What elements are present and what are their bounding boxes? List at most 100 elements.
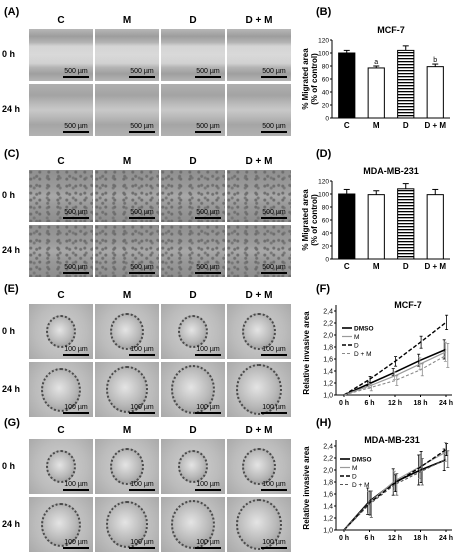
y-tick-label: 1,6 <box>323 357 333 364</box>
x-tick-label: M <box>373 262 380 271</box>
x-tick-label: 6 h <box>364 400 374 407</box>
micrograph-image: 100 µm <box>95 304 159 359</box>
scale-bar-line <box>261 354 287 356</box>
series-line <box>343 458 447 531</box>
row-label: 0 h <box>2 325 16 336</box>
micrograph-image: 500 µm <box>161 84 225 136</box>
scale-bar: 100 µm <box>195 481 221 491</box>
x-tick-label: 6 h <box>364 535 374 542</box>
scale-bar: 100 µm <box>195 404 221 414</box>
chart-title: MCF-7 <box>377 25 405 35</box>
scale-bar-label: 500 µm <box>196 264 220 271</box>
row-label: 0 h <box>2 460 16 471</box>
scale-bar-line <box>63 272 89 274</box>
y-tick-label: 1,2 <box>323 381 333 388</box>
scale-bar-line <box>129 217 155 219</box>
scale-bar: 500 µm <box>195 209 221 219</box>
invasion-line-chart-mda: MDA-MB-231 1,0 1,2 1,4 1,6 1,8 2,0 2,2 2,4 0 h 6 h… <box>302 435 453 542</box>
spheroid-shape <box>41 367 81 412</box>
scale-bar: 500 µm <box>129 264 155 274</box>
scale-bar-line <box>129 272 155 274</box>
micrograph-image: 500 µm <box>95 225 159 277</box>
scale-bar: 100 µm <box>63 346 89 356</box>
scale-bar-label: 100 µm <box>64 404 88 411</box>
spheroid-shape <box>46 450 76 483</box>
scale-bar-label: 500 µm <box>130 209 154 216</box>
y-tick-label: 2,4 <box>323 309 333 316</box>
legend-label: M <box>352 465 357 472</box>
scale-bar: 100 µm <box>63 404 89 414</box>
scale-bar: 100 µm <box>261 404 287 414</box>
panel-label-b: (B) <box>316 6 332 18</box>
micrograph-image: 100 µm <box>227 497 291 552</box>
micrograph-image: 100 µm <box>161 439 225 494</box>
micrograph-image: 100 µm <box>29 439 93 494</box>
y-tick-label: 40 <box>322 231 330 238</box>
y-tick-label: 1,6 <box>323 492 333 499</box>
y-axis-label-line: (% of control) <box>310 194 319 246</box>
scale-bar-label: 100 µm <box>196 404 220 411</box>
scale-bar-line <box>63 217 89 219</box>
scale-bar: 500 µm <box>195 123 221 133</box>
spheroid-shape <box>242 312 276 351</box>
column-label: D <box>189 15 197 26</box>
row-label: 0 h <box>2 190 16 200</box>
scale-bar-label: 500 µm <box>64 123 88 130</box>
micrograph-image: 500 µm <box>161 170 225 222</box>
scale-bar: 500 µm <box>261 68 287 78</box>
scale-bar: 500 µm <box>129 123 155 133</box>
chart-title: MDA-MB-231 <box>364 435 420 445</box>
chart-title: MDA-MB-231 <box>363 166 419 176</box>
x-tick-label: C <box>344 262 350 271</box>
bar <box>367 67 385 119</box>
scale-bar: 500 µm <box>63 209 89 219</box>
column-label: C <box>57 290 65 301</box>
x-tick-label: D + M <box>424 121 446 130</box>
row-label: 24 h <box>2 518 21 529</box>
y-axis-label-line: (% of control) <box>310 53 319 105</box>
scale-bar-line <box>63 354 89 356</box>
spheroid-shape <box>178 450 208 483</box>
series-line <box>343 449 447 531</box>
scale-bar-label: 500 µm <box>196 209 220 216</box>
scale-bar: 100 µm <box>129 539 155 549</box>
bar <box>397 49 415 119</box>
legend-label: D + M <box>354 351 372 358</box>
micrograph-image: 100 µm <box>227 439 291 494</box>
scale-bar-label: 500 µm <box>262 123 286 130</box>
scale-bar: 100 µm <box>261 539 287 549</box>
scale-bar: 500 µm <box>261 264 287 274</box>
scale-bar-line <box>63 412 89 414</box>
micrograph-image: 500 µm <box>161 29 225 81</box>
scale-bar-label: 100 µm <box>130 539 154 546</box>
column-label: D + M <box>245 15 273 26</box>
column-label: M <box>122 156 132 167</box>
scale-bar-line <box>195 76 221 78</box>
y-axis-label: Relative invasive area <box>302 446 311 530</box>
legend-label: M <box>354 334 359 341</box>
bar <box>397 188 415 260</box>
series-line <box>343 354 447 396</box>
scale-bar-line <box>195 272 221 274</box>
scale-bar-label: 100 µm <box>196 346 220 353</box>
scale-bar-line <box>195 217 221 219</box>
micrograph-image: 500 µm <box>29 29 93 81</box>
y-tick-label: 2,4 <box>323 444 333 451</box>
scale-bar-line <box>63 547 89 549</box>
spheroid-shape <box>46 315 76 348</box>
y-axis-label-line: % Migrated area <box>301 48 310 110</box>
spheroid-shape <box>236 364 282 415</box>
scale-bar-label: 500 µm <box>196 68 220 75</box>
scale-bar-label: 100 µm <box>64 539 88 546</box>
column-label: M <box>122 425 132 436</box>
bar <box>338 193 356 260</box>
scale-bar-label: 500 µm <box>262 264 286 271</box>
bar <box>426 66 444 119</box>
micrograph-image: 500 µm <box>29 225 93 277</box>
y-axis-label: % Migrated area(% of control) <box>301 189 319 251</box>
spheroid-shape <box>41 502 81 547</box>
scale-bar: 100 µm <box>129 404 155 414</box>
micrograph-image: 500 µm <box>29 170 93 222</box>
x-tick-label: 12 h <box>388 535 402 542</box>
scale-bar-line <box>129 76 155 78</box>
